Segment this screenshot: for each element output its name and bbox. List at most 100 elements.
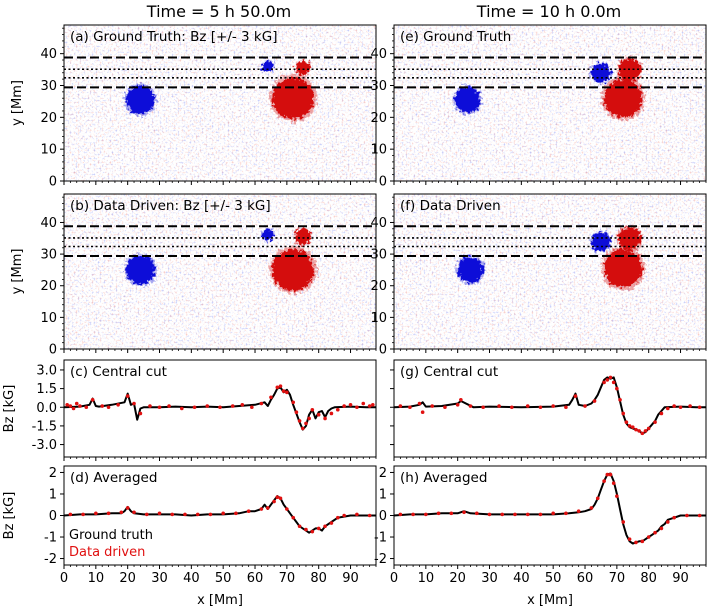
data-point-data-driven (259, 401, 264, 406)
y-axis-label: y [Mm] (10, 249, 25, 295)
data-point-data-driven (627, 424, 632, 428)
data-point-data-driven (367, 513, 372, 518)
data-point-data-driven (259, 507, 264, 511)
data-point-data-driven (106, 511, 111, 516)
y-tick-label: 0 (379, 175, 387, 190)
data-point-data-driven (500, 512, 505, 517)
y-tick-label: -2 (374, 552, 387, 567)
y-tick-label: 1 (49, 487, 57, 502)
data-point-data-driven (621, 520, 626, 524)
y-tick-label: 40 (40, 47, 57, 62)
spot-positive (294, 228, 311, 245)
magnetogram-b (64, 194, 376, 349)
data-point-data-driven (342, 404, 346, 408)
data-point-data-driven (455, 402, 460, 407)
x-tick-label: 50 (545, 571, 562, 586)
data-point-data-driven (615, 494, 619, 498)
spot-negative (454, 87, 480, 113)
spot-negative (591, 63, 611, 83)
data-point-data-driven (119, 510, 124, 515)
y-tick-label: 20 (40, 279, 57, 294)
data-point-data-driven (275, 495, 280, 500)
data-point-data-driven (659, 526, 664, 531)
data-point-data-driven (355, 512, 359, 517)
data-point-data-driven (100, 404, 105, 408)
y-axis-label: Bz [kG] (2, 492, 17, 540)
y-tick-label: -2 (44, 552, 57, 567)
data-point-data-driven (250, 405, 254, 410)
data-point-data-driven (592, 399, 597, 403)
data-point-data-driven (170, 512, 175, 517)
data-point-data-driven (329, 521, 334, 525)
plot-area-g (394, 375, 706, 436)
data-point-data-driven (417, 401, 422, 406)
panel-c: 3.0 1.5 0.0 -1.5 -3.0 (c) Central cut Bz [kG] (2, 359, 377, 461)
data-point-data-driven (304, 421, 308, 426)
data-point-data-driven (653, 530, 657, 535)
weak-field-positive (394, 25, 706, 181)
data-point-data-driven (398, 512, 403, 517)
data-point-data-driven (497, 404, 501, 408)
spot-negative (126, 85, 155, 115)
data-point-data-driven (653, 420, 657, 424)
data-point-data-driven (316, 412, 321, 417)
spot-negative (262, 229, 274, 241)
y-tick-label: 0.0 (36, 401, 57, 416)
x-tick-label: 40 (513, 571, 530, 586)
panel-label: (h) Averaged (400, 470, 487, 486)
x-tick-label: 40 (183, 571, 200, 586)
x-tick-label: 0 (390, 571, 398, 586)
data-point-data-driven (84, 405, 89, 410)
data-point-data-driven (221, 511, 225, 516)
weak-field-positive (64, 25, 376, 181)
panel-e: 0 10 20 30 40 (e) Ground Truth (370, 24, 707, 190)
x-tick-label: 10 (88, 571, 105, 586)
panel-g: (g) Central cut (390, 359, 707, 461)
data-point-data-driven (138, 411, 143, 416)
data-point-data-driven (411, 512, 415, 517)
y-tick-label: 40 (40, 216, 57, 231)
x-tick-label: 30 (151, 571, 168, 586)
data-point-data-driven (367, 404, 372, 408)
axes-frame (393, 359, 707, 458)
data-point-data-driven (449, 511, 454, 516)
data-point-data-driven (538, 512, 543, 517)
y-tick-label: -3.0 (32, 438, 57, 453)
data-point-data-driven (640, 431, 645, 436)
data-point-data-driven (634, 427, 638, 432)
data-point-data-driven (672, 515, 676, 520)
title-right: Time = 10 h 0.0m (476, 2, 621, 21)
data-point-data-driven (564, 405, 568, 410)
axes-frame (63, 193, 377, 350)
data-point-data-driven (148, 404, 152, 408)
x-tick-label: 70 (609, 571, 626, 586)
y-tick-label: 30 (40, 79, 57, 94)
x-axis-label: x [Mm] (527, 593, 573, 608)
data-point-data-driven (208, 512, 213, 517)
spot-negative (591, 231, 611, 251)
spot-positive (604, 79, 643, 118)
y-tick-label: 3.0 (36, 363, 57, 378)
plot-area-c (64, 384, 376, 431)
data-point-data-driven (195, 512, 200, 517)
data-point-data-driven (90, 397, 95, 402)
data-point-data-driven (205, 404, 210, 408)
data-point-data-driven (304, 527, 308, 532)
panel-f: 0 10 20 30 40 (f) Data Driven (370, 193, 707, 358)
data-point-data-driven (297, 524, 302, 529)
spot-positive (272, 77, 314, 119)
data-point-data-driven (583, 404, 587, 408)
panel-label: (b) Data Driven: Bz [+/- 3 kG] (70, 198, 271, 214)
data-point-data-driven (218, 405, 222, 410)
data-point-data-driven (78, 404, 82, 408)
y-tick-label: 10 (40, 311, 57, 326)
data-point-data-driven (269, 395, 273, 400)
data-point-data-driven (459, 397, 463, 402)
data-point-data-driven (125, 506, 130, 510)
data-point-data-driven (646, 535, 651, 539)
data-point-data-driven (697, 513, 702, 518)
data-point-data-driven (646, 426, 651, 431)
data-point-data-driven (291, 400, 296, 405)
data-point-data-driven (624, 420, 629, 424)
